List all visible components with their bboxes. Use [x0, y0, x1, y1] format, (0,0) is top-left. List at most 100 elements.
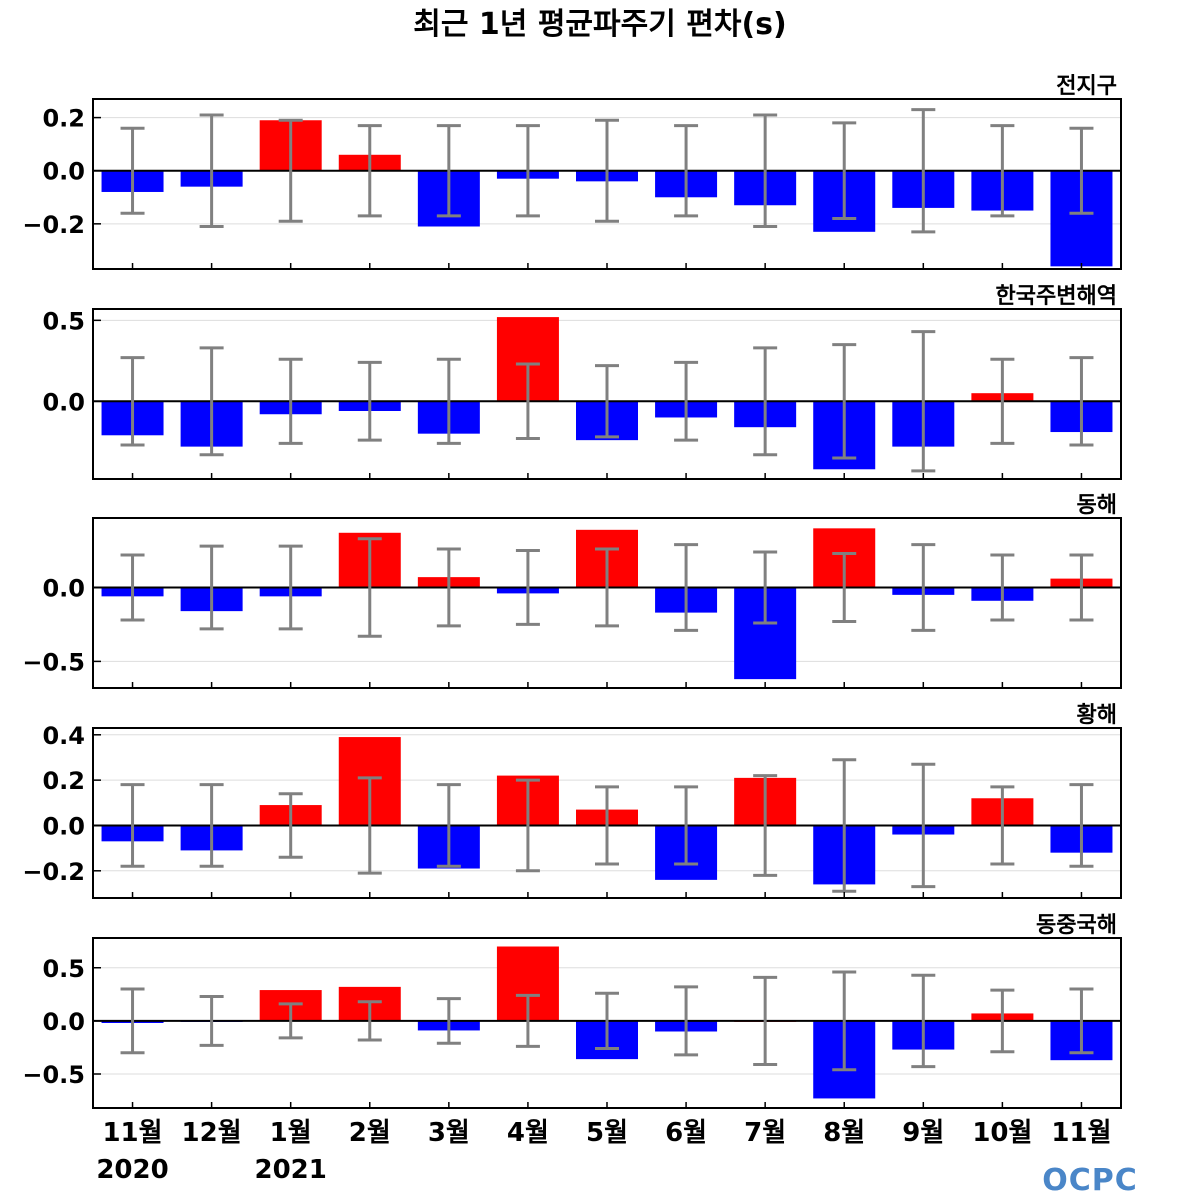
x-tick-label: 10월 — [972, 1118, 1032, 1148]
error-bar — [436, 783, 461, 868]
x-tick-label: 4월 — [507, 1118, 549, 1148]
year-label: 2021 — [255, 1155, 327, 1185]
error-bar — [278, 357, 303, 445]
error-bar — [911, 762, 936, 889]
panel-2: 한국주변해역 0.5 0.0 — [42, 284, 1122, 480]
error-bar — [674, 985, 699, 1057]
error-bar — [1069, 553, 1094, 622]
error-bar — [832, 121, 857, 221]
region-label: 동중국해 — [1036, 913, 1117, 938]
error-bar — [674, 543, 699, 632]
x-tick-label: 8월 — [823, 1118, 865, 1148]
chart-panels: 전지구 0.2 0.0 −0.2 한국주변해역 0.5 0.0 동해 0.0 −0.5 황해 0.4 0… — [22, 74, 1122, 1109]
year-label: 2020 — [96, 1155, 168, 1185]
y-tick-label: 0.0 — [42, 812, 85, 840]
error-bar — [278, 792, 303, 859]
region-label: 전지구 — [1056, 74, 1117, 99]
y-tick-label: −0.5 — [22, 648, 85, 676]
x-tick-label: 2월 — [349, 1118, 391, 1148]
error-bar — [436, 357, 461, 445]
panel-4: 황해 0.4 0.2 0.0 −0.2 — [22, 703, 1122, 899]
x-tick-label: 11월 — [102, 1118, 162, 1148]
plot-area — [93, 317, 1121, 473]
error-bar — [436, 997, 461, 1045]
ocpc-logo: OCPC — [1042, 1163, 1138, 1198]
error-bar — [120, 783, 145, 868]
error-bar — [278, 118, 303, 223]
plot-area — [93, 528, 1121, 680]
error-bar — [753, 550, 778, 625]
error-bar — [357, 537, 382, 638]
error-bar — [357, 124, 382, 218]
panel-1: 전지구 0.2 0.0 −0.2 — [22, 74, 1122, 270]
plot-area — [93, 734, 1121, 893]
error-bar — [357, 360, 382, 442]
error-bar — [911, 108, 936, 234]
chart-title: 최근 1년 평균파주기 편차(s) — [413, 7, 787, 42]
error-bar — [357, 776, 382, 875]
error-bar — [199, 994, 224, 1047]
error-bar — [832, 758, 857, 893]
year-labels: 2020 2021 — [96, 1155, 327, 1185]
error-bar — [1069, 126, 1094, 215]
y-tick-label: 0.0 — [42, 158, 85, 186]
y-tick-label: 0.5 — [42, 307, 85, 335]
error-bar — [120, 356, 145, 447]
error-bar — [595, 991, 619, 1050]
error-bar — [515, 993, 540, 1048]
error-bar — [990, 553, 1015, 622]
error-bar — [832, 551, 857, 623]
x-tick-label: 1월 — [270, 1118, 312, 1148]
error-bar — [911, 543, 936, 632]
error-bar — [1069, 987, 1094, 1055]
error-bar — [674, 360, 699, 442]
x-axis-labels: 11월 12월 1월 2월 3월 4월 5월 6월 7월 8월 9월 10월 11월 — [102, 1118, 1111, 1148]
x-tick-label: 7월 — [744, 1118, 786, 1148]
error-bar — [199, 113, 224, 228]
y-tick-label: 0.2 — [42, 767, 85, 795]
error-bar — [832, 970, 857, 1072]
error-bar — [832, 343, 857, 460]
error-bar — [990, 785, 1015, 866]
error-bar — [911, 973, 936, 1069]
x-tick-label: 6월 — [665, 1118, 707, 1148]
error-bar — [753, 975, 778, 1066]
x-tick-label: 9월 — [902, 1118, 944, 1148]
error-bar — [1069, 356, 1094, 447]
error-bar — [753, 113, 778, 228]
error-bar — [595, 118, 619, 223]
error-bar — [674, 124, 699, 218]
error-bar — [120, 987, 145, 1055]
y-tick-label: 0.0 — [42, 388, 85, 416]
plot-area — [93, 946, 1121, 1099]
y-tick-label: −0.2 — [22, 858, 85, 886]
region-label: 황해 — [1077, 703, 1117, 728]
y-tick-label: −0.5 — [22, 1061, 85, 1089]
y-tick-label: 0.0 — [42, 574, 85, 602]
panel-3: 동해 0.0 −0.5 — [22, 493, 1122, 689]
error-bar — [595, 785, 619, 866]
error-bar — [199, 544, 224, 631]
error-bar — [990, 357, 1015, 445]
error-bar — [357, 1000, 382, 1042]
error-bar — [120, 126, 145, 215]
x-tick-label: 12월 — [182, 1118, 242, 1148]
y-tick-label: 0.5 — [42, 955, 85, 983]
x-tick-label: 5월 — [586, 1118, 628, 1148]
region-label: 한국주변해역 — [996, 284, 1117, 309]
y-tick-label: 0.0 — [42, 1008, 85, 1036]
error-bar — [515, 124, 540, 218]
error-bar — [753, 346, 778, 457]
error-bar — [515, 549, 540, 626]
error-bar — [436, 124, 461, 218]
panel-5: 동중국해 0.5 0.0 −0.5 — [22, 913, 1122, 1109]
error-bar — [753, 774, 778, 877]
error-bar — [436, 547, 461, 628]
ocpc-logo-text: OCPC — [1042, 1163, 1138, 1198]
error-bar — [120, 553, 145, 622]
error-bar — [990, 988, 1015, 1054]
error-bar — [595, 547, 619, 628]
y-tick-label: −0.2 — [22, 211, 85, 239]
plot-area — [93, 108, 1121, 267]
